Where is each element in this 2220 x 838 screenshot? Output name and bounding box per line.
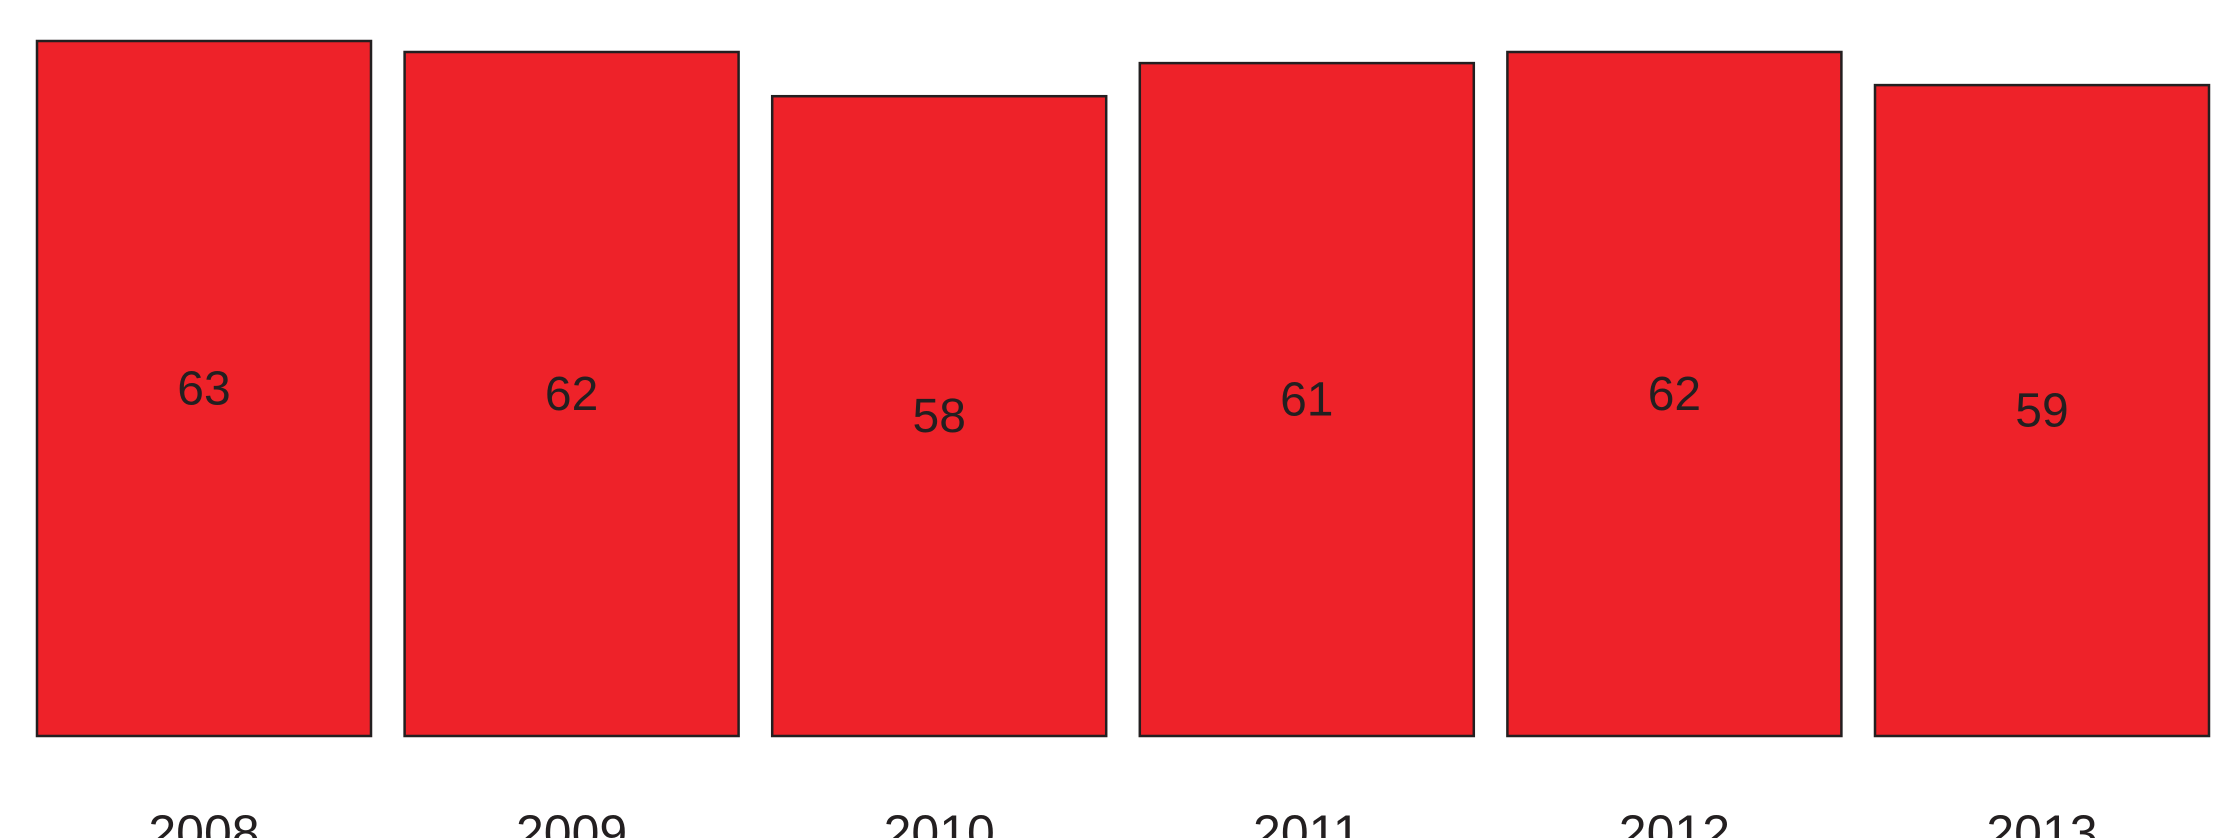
data-labels-group: 63 62 58 61 62 59 bbox=[177, 363, 2068, 444]
category-label-2013: 2013 bbox=[1986, 805, 2097, 838]
data-label-2010: 58 bbox=[913, 390, 966, 443]
category-label-2008: 2008 bbox=[148, 805, 259, 838]
category-label-2009: 2009 bbox=[516, 805, 627, 838]
bar-2008 bbox=[35, 39, 373, 738]
category-labels-group: 2008 2009 2010 2011 2012 2013 bbox=[148, 805, 2097, 838]
category-label-2012: 2012 bbox=[1619, 805, 1730, 838]
category-label-2010: 2010 bbox=[884, 805, 995, 838]
bars-group bbox=[35, 39, 2211, 738]
bar-2011 bbox=[1138, 61, 1476, 738]
data-label-2012: 62 bbox=[1648, 368, 1701, 421]
bar-2010 bbox=[770, 94, 1108, 738]
data-label-2009: 62 bbox=[545, 368, 598, 421]
data-label-2013: 59 bbox=[2015, 385, 2068, 438]
data-label-2008: 63 bbox=[177, 363, 230, 416]
bar-2009 bbox=[403, 50, 740, 738]
bar-2013 bbox=[1873, 83, 2211, 738]
data-label-2011: 61 bbox=[1280, 374, 1333, 427]
bar-2012 bbox=[1506, 50, 1843, 738]
category-label-2011: 2011 bbox=[1253, 805, 1361, 838]
